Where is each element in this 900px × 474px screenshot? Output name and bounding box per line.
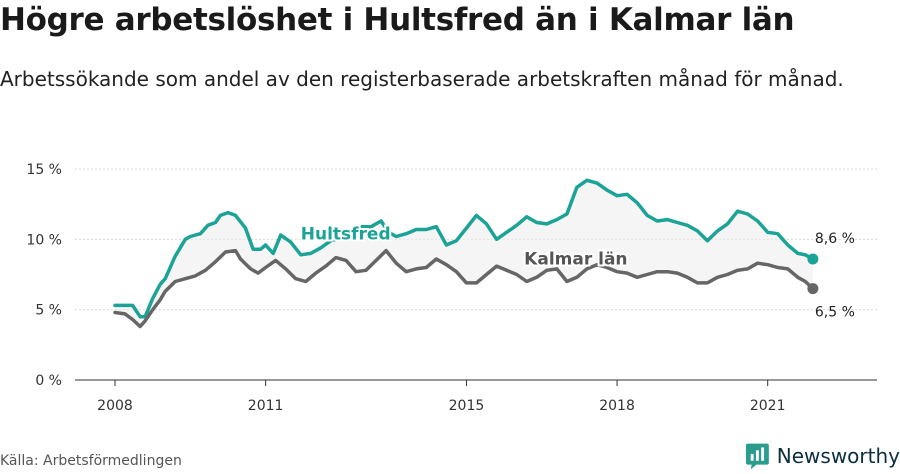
- end-value-label: 8,6 %: [815, 231, 855, 247]
- x-tick-label: 2008: [97, 398, 133, 414]
- y-tick-label: 15 %: [26, 162, 62, 178]
- y-tick-label: 0 %: [35, 373, 62, 389]
- series-label-hultsfred: Hultsfred: [301, 224, 391, 244]
- series-labels: 8,6 % 6,5 % Hultsfred Kalmar län: [299, 222, 855, 321]
- chart-subtitle: Arbetssökande som andel av den registerb…: [0, 67, 844, 91]
- series-lines: [113, 178, 819, 329]
- newsworthy-logo-icon: [745, 443, 769, 470]
- x-tick-label: 2015: [449, 398, 485, 414]
- brand-name: Newsworthy: [776, 444, 900, 468]
- x-tick-label: 2011: [248, 398, 284, 414]
- y-axis-labels: 0 % 5 % 10 % 15 %: [26, 162, 62, 389]
- brand-logo: Newsworthy: [745, 441, 900, 471]
- difference-band: [115, 180, 813, 327]
- end-value-label: 6,5 %: [815, 305, 855, 321]
- y-tick-label: 5 %: [35, 303, 62, 319]
- end-point-0: [807, 253, 819, 265]
- x-axis: 2008 2011 2015 2018 2021: [75, 379, 877, 414]
- source-note: Källa: Arbetsförmedlingen: [0, 453, 182, 469]
- series-line-1: [113, 248, 815, 329]
- x-tick-label: 2018: [599, 398, 635, 414]
- line-chart: 2008 2011 2015 2018 2021 0 % 5 % 10 % 15 % 8,6 …: [26, 162, 877, 414]
- series-line-0: [113, 178, 815, 319]
- series-label-kalmar-lan: Kalmar län: [524, 250, 627, 270]
- chart-title: Högre arbetslöshet i Hultsfred än i Kalm…: [0, 2, 795, 38]
- x-tick-label: 2021: [750, 398, 786, 414]
- end-point-1: [807, 283, 819, 295]
- y-tick-label: 10 %: [26, 232, 62, 248]
